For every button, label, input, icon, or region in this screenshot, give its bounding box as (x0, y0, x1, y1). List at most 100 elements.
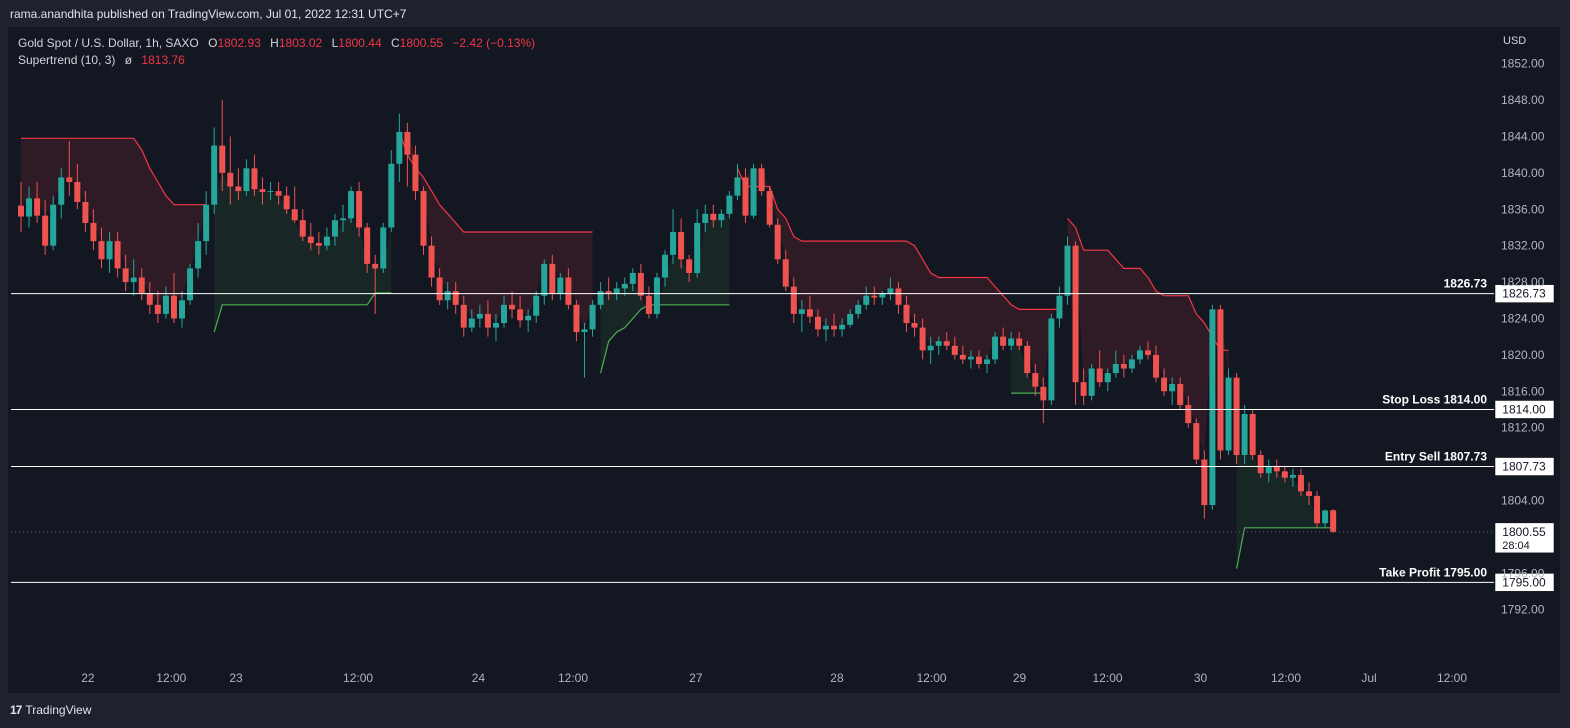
candle (549, 254, 556, 301)
price-tick: 1848.00 (1501, 93, 1545, 107)
candle-body (179, 300, 185, 319)
candle (629, 268, 636, 292)
take-profit-price-tag (1494, 573, 1555, 592)
candle-body (1153, 354, 1160, 378)
candle (106, 232, 113, 273)
candle-body (831, 325, 838, 330)
candle (1032, 363, 1039, 396)
candles (18, 100, 1337, 533)
candle-body (597, 291, 604, 305)
price-tick: 1812.00 (1501, 421, 1545, 435)
candle (951, 336, 958, 360)
time-tick: 24 (472, 671, 486, 685)
candle (1233, 373, 1240, 465)
candle-body (509, 304, 516, 310)
candle (766, 186, 773, 228)
candle (195, 222, 202, 278)
candle-body (203, 204, 210, 242)
candle (42, 200, 49, 255)
candle-body (130, 277, 137, 283)
footer: 17 TradingView (0, 693, 1570, 728)
candle (653, 272, 660, 319)
candle-body (637, 272, 644, 296)
published-info: rama.anandhita published on TradingView.… (10, 7, 407, 21)
candle (565, 268, 572, 310)
candle-body (291, 209, 298, 221)
candle-body (718, 213, 725, 221)
candle-body (162, 295, 169, 314)
time-tick: 23 (229, 671, 243, 685)
candle (50, 195, 57, 251)
candle (726, 191, 733, 219)
chart-svg[interactable]: 1826.73 1826.73 Stop Loss 1814.00 1814.00 En… (8, 27, 1560, 693)
candle-body (436, 277, 443, 301)
candle-body (766, 191, 773, 225)
candle-body (98, 241, 105, 260)
candle-body (806, 309, 813, 317)
candle (1225, 368, 1232, 455)
candle (911, 313, 918, 337)
candle-body (1016, 338, 1023, 346)
time-tick: 12:00 (917, 671, 947, 685)
candle (444, 282, 451, 310)
candle-body (823, 325, 829, 330)
candle-body (1096, 368, 1103, 383)
tradingview-logo[interactable]: 17 TradingView (10, 703, 91, 717)
candle (436, 268, 443, 305)
candle-body (428, 245, 435, 278)
candle (58, 168, 65, 219)
candle-body (1185, 404, 1192, 424)
candle (154, 291, 161, 324)
time-tick: 12:00 (1093, 671, 1123, 685)
candle-body (420, 191, 427, 246)
candle (823, 318, 829, 342)
candle-body (621, 283, 628, 289)
candle-body (887, 288, 894, 293)
candle (758, 163, 765, 196)
candle-body (1056, 295, 1063, 319)
supertrend-line-down (1067, 218, 1229, 351)
tradingview-brand: TradingView (25, 703, 92, 717)
currency-label[interactable]: USD (1494, 30, 1556, 52)
candle-body (1000, 336, 1007, 346)
candle (662, 250, 668, 287)
candle (806, 295, 813, 324)
candle-body (154, 304, 161, 314)
candle (1056, 286, 1063, 328)
candle-body (1273, 465, 1280, 472)
candle (74, 163, 81, 210)
candle-body (984, 359, 990, 364)
candle (1024, 341, 1031, 378)
candle (718, 209, 725, 228)
candle (959, 345, 966, 364)
candle-body (195, 241, 202, 269)
candle (710, 204, 717, 228)
candle (1128, 354, 1135, 374)
candle (750, 163, 757, 219)
candle-body (1112, 363, 1119, 374)
candle (146, 282, 153, 314)
candle (782, 250, 789, 292)
chart-area[interactable]: 1826.73 1826.73 Stop Loss 1814.00 1814.00 En… (8, 27, 1560, 693)
candle-body (1330, 510, 1337, 532)
candle (251, 154, 258, 196)
candle (831, 313, 838, 337)
candle (1193, 418, 1200, 465)
candle (517, 295, 524, 328)
candle-body (935, 341, 942, 346)
candle (1112, 350, 1119, 378)
take-profit-label: Take Profit 1795.00 (1379, 565, 1487, 579)
candle (492, 313, 499, 342)
candle-body (863, 295, 870, 305)
candle-body (460, 304, 467, 328)
candle (267, 181, 274, 201)
candle (34, 181, 41, 223)
candle (1016, 332, 1023, 351)
candle-body (364, 227, 371, 264)
candle (1185, 395, 1192, 428)
candle (573, 300, 580, 342)
supertrend-fill-up (214, 172, 392, 333)
candle (839, 318, 846, 337)
candle (1104, 368, 1111, 392)
candle (203, 191, 210, 255)
